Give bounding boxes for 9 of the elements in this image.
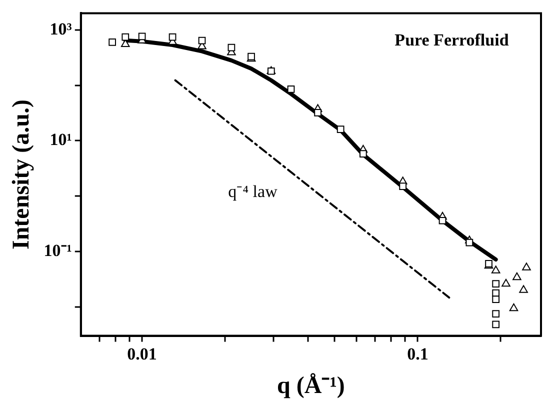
y-axis-title: Intensity (a.u.) <box>8 99 35 250</box>
annotation: Pure Ferrofluid <box>394 30 510 50</box>
x-tick-label: 0.01 <box>127 344 157 364</box>
y-tick-label: 10⁻¹ <box>44 240 72 260</box>
y-tick-label: 10³ <box>50 19 72 38</box>
x-axis-title: q (Å⁻¹) <box>277 372 345 399</box>
x-tick-label: 0.1 <box>407 344 428 364</box>
y-tick-label: 10¹ <box>50 130 72 150</box>
annotation: q⁻⁴ law <box>228 182 278 202</box>
